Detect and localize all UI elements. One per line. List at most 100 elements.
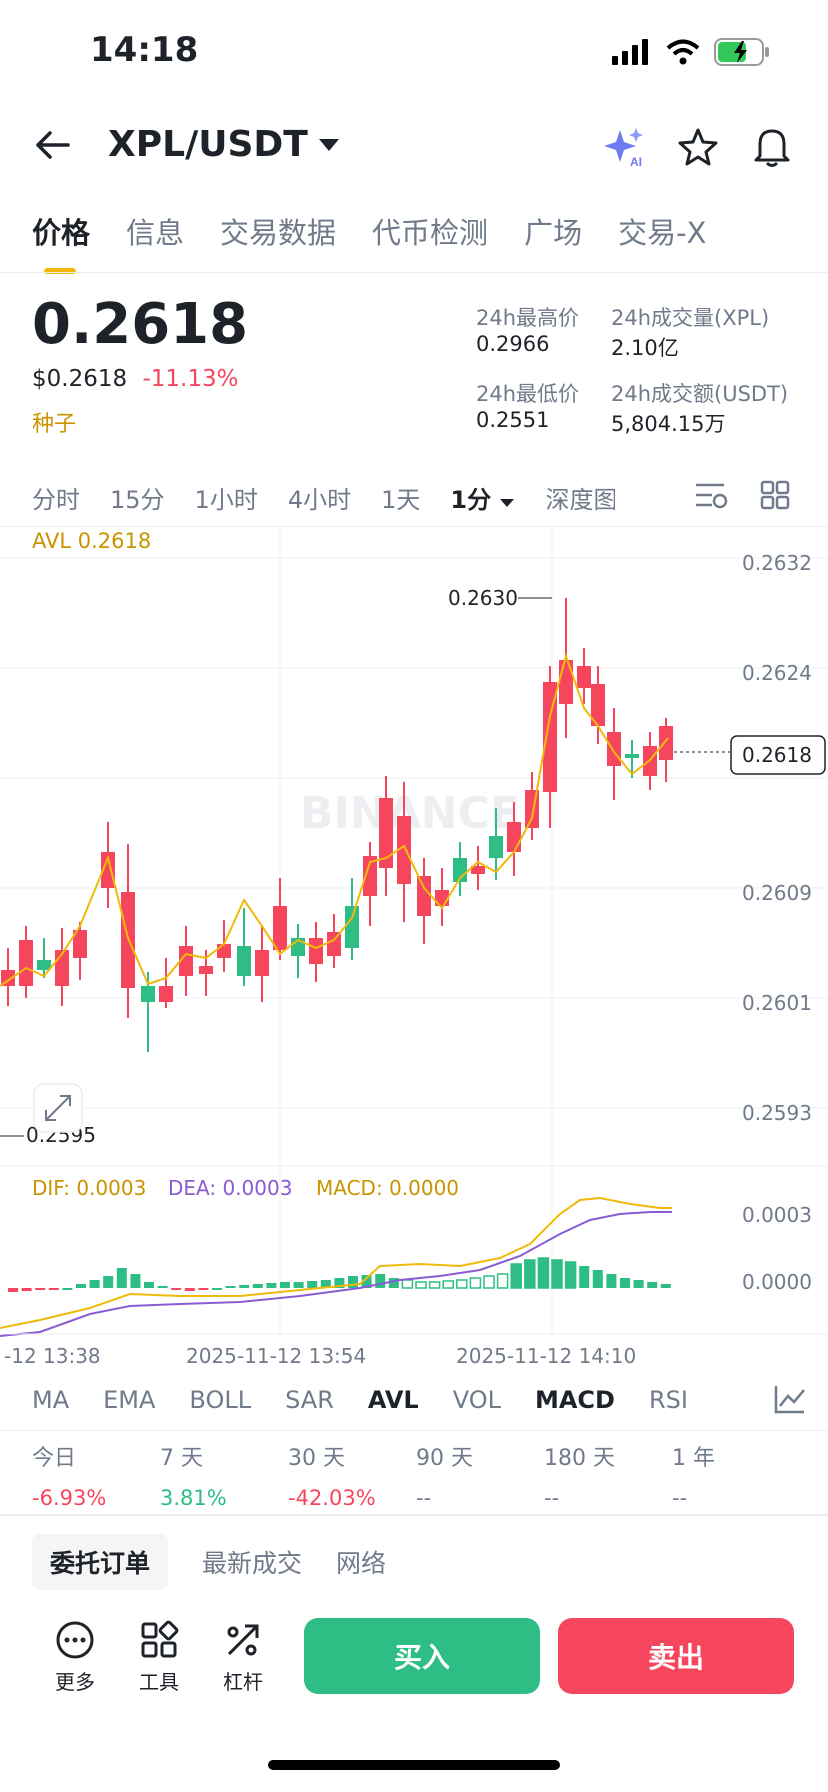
price-tick: 0.2609 <box>742 881 812 905</box>
tab-latest-trades[interactable]: 最新成交 <box>202 1549 303 1578</box>
macd-bar <box>212 1288 222 1290</box>
candle-body <box>471 866 485 874</box>
macd-tick: 0.0000 <box>742 1270 812 1294</box>
macd-bar <box>62 1288 73 1290</box>
usd-price: $0.2618 <box>32 366 128 392</box>
more-icon <box>56 1621 94 1659</box>
status-time: 14:18 <box>90 30 199 70</box>
price-axis: 0.2632 0.2624 0.2609 0.2601 0.2593 <box>742 551 812 1125</box>
more-button[interactable]: 更多 <box>40 1620 110 1695</box>
amount-value: 5,804.15万 <box>611 412 726 436</box>
interval-depth[interactable]: 深度图 <box>545 486 616 514</box>
chart-settings-icon[interactable] <box>694 480 728 510</box>
macd-bar <box>157 1286 168 1288</box>
interval-15m[interactable]: 15分 <box>110 486 165 514</box>
price-sub: $0.2618 -11.13% <box>32 366 238 392</box>
macd-bar <box>564 1261 577 1289</box>
indicator-settings-icon[interactable] <box>774 1384 806 1414</box>
candlestick-chart[interactable]: BINANCE AVL 0.2618 0.26320.26240.26090.2… <box>0 528 828 1338</box>
buy-button[interactable]: 买入 <box>304 1618 540 1694</box>
indicator-macd[interactable]: MACD <box>534 1386 615 1414</box>
price-change: -11.13% <box>142 366 239 392</box>
price-tick: 0.2624 <box>742 661 812 685</box>
tab-info[interactable]: 信息 <box>126 216 185 250</box>
macd-bar <box>606 1274 617 1288</box>
macd-bar <box>307 1281 318 1288</box>
macd-bar <box>524 1259 536 1289</box>
tools-button[interactable]: 工具 <box>124 1620 194 1695</box>
candle-body <box>591 684 605 726</box>
order-tabs: 委托订单 最新成交 网络 <box>32 1534 386 1590</box>
macd-bar <box>184 1288 195 1291</box>
tab-price[interactable]: 价格 <box>32 216 91 250</box>
sell-button[interactable]: 卖出 <box>558 1618 794 1694</box>
macd-bar <box>375 1274 386 1288</box>
candle-body <box>345 906 359 948</box>
margin-label: 杠杆 <box>223 1670 263 1694</box>
grid-layout-icon[interactable] <box>760 480 790 510</box>
tab-token-check[interactable]: 代币检测 <box>372 216 489 250</box>
interval-4h[interactable]: 4小时 <box>287 486 352 514</box>
candle-body <box>255 950 269 976</box>
macd-histogram <box>8 1257 671 1292</box>
ai-sparkle-icon[interactable]: AI <box>604 126 646 168</box>
indicator-avl[interactable]: AVL <box>367 1386 419 1414</box>
candle-body <box>141 986 155 1002</box>
dif-line <box>0 1196 672 1329</box>
macd-bar <box>35 1288 46 1290</box>
performance-row: 今日 -6.93% 7 天 3.81% 30 天 -42.03% 90 天 -- 180… <box>32 1440 802 1510</box>
candle-body <box>19 940 33 986</box>
candle-body <box>489 836 503 858</box>
caret-down-icon <box>318 138 339 151</box>
tab-square[interactable]: 广场 <box>524 216 583 250</box>
interval-1d[interactable]: 1天 <box>381 486 421 514</box>
candle-body <box>507 822 521 852</box>
tools-icon <box>141 1620 179 1658</box>
indicator-sar[interactable]: SAR <box>285 1386 334 1414</box>
indicator-rsi[interactable]: RSI <box>648 1386 688 1414</box>
high-marker-label: 0.2630 <box>448 586 518 610</box>
perf-180d: 180 天 -- <box>544 1446 615 1510</box>
svg-text:AI: AI <box>630 155 642 168</box>
macd-bar <box>334 1278 345 1288</box>
tab-network[interactable]: 网络 <box>336 1549 387 1578</box>
macd-bar <box>130 1274 141 1288</box>
indicator-ma[interactable]: MA <box>32 1386 70 1414</box>
macd-bar <box>415 1281 427 1289</box>
indicator-ema[interactable]: EMA <box>103 1386 156 1414</box>
candle-body <box>179 946 193 976</box>
star-icon[interactable] <box>678 128 718 166</box>
macd-bar <box>239 1285 250 1288</box>
macd-bar <box>266 1283 277 1288</box>
tab-trading-data[interactable]: 交易数据 <box>220 216 337 250</box>
macd-bar <box>647 1282 658 1288</box>
wifi-icon <box>666 39 700 65</box>
back-arrow-icon[interactable] <box>34 130 70 160</box>
seed-tag[interactable]: 种子 <box>32 412 77 437</box>
candle-body <box>543 682 557 792</box>
indicator-boll[interactable]: BOLL <box>189 1386 252 1414</box>
macd-bar <box>361 1275 372 1288</box>
leverage-icon <box>227 1624 259 1656</box>
bell-icon[interactable] <box>752 126 792 168</box>
interval-timeline[interactable]: 分时 <box>32 486 80 514</box>
macd-bar <box>8 1288 18 1292</box>
main-tabs: 价格 信息 交易数据 代币检测 广场 交易-X <box>32 210 706 252</box>
macd-bar <box>456 1279 468 1289</box>
pair-selector[interactable]: XPL/USDT <box>108 124 340 165</box>
last-price: 0.2618 <box>32 292 249 357</box>
signal-icon <box>612 39 648 65</box>
interval-1h[interactable]: 1小时 <box>194 486 258 514</box>
margin-button[interactable]: 杠杆 <box>208 1620 278 1695</box>
expand-button[interactable] <box>33 1083 83 1133</box>
divider <box>0 526 828 527</box>
interval-1m[interactable]: 1分 <box>450 480 515 515</box>
macd-bar <box>442 1280 454 1289</box>
tab-trade-x[interactable]: 交易-X <box>618 216 707 250</box>
indicator-vol[interactable]: VOL <box>452 1386 501 1414</box>
tools-label: 工具 <box>139 1670 179 1694</box>
macd-bar <box>280 1282 290 1288</box>
perf-today: 今日 -6.93% <box>32 1446 107 1510</box>
more-label: 更多 <box>55 1670 95 1694</box>
tab-open-orders[interactable]: 委托订单 <box>32 1534 169 1590</box>
